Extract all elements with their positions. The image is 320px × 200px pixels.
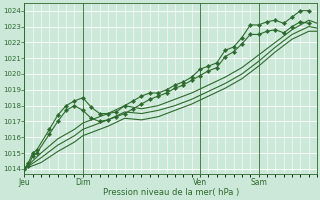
X-axis label: Pression niveau de la mer( hPa ): Pression niveau de la mer( hPa ) [103,188,239,197]
